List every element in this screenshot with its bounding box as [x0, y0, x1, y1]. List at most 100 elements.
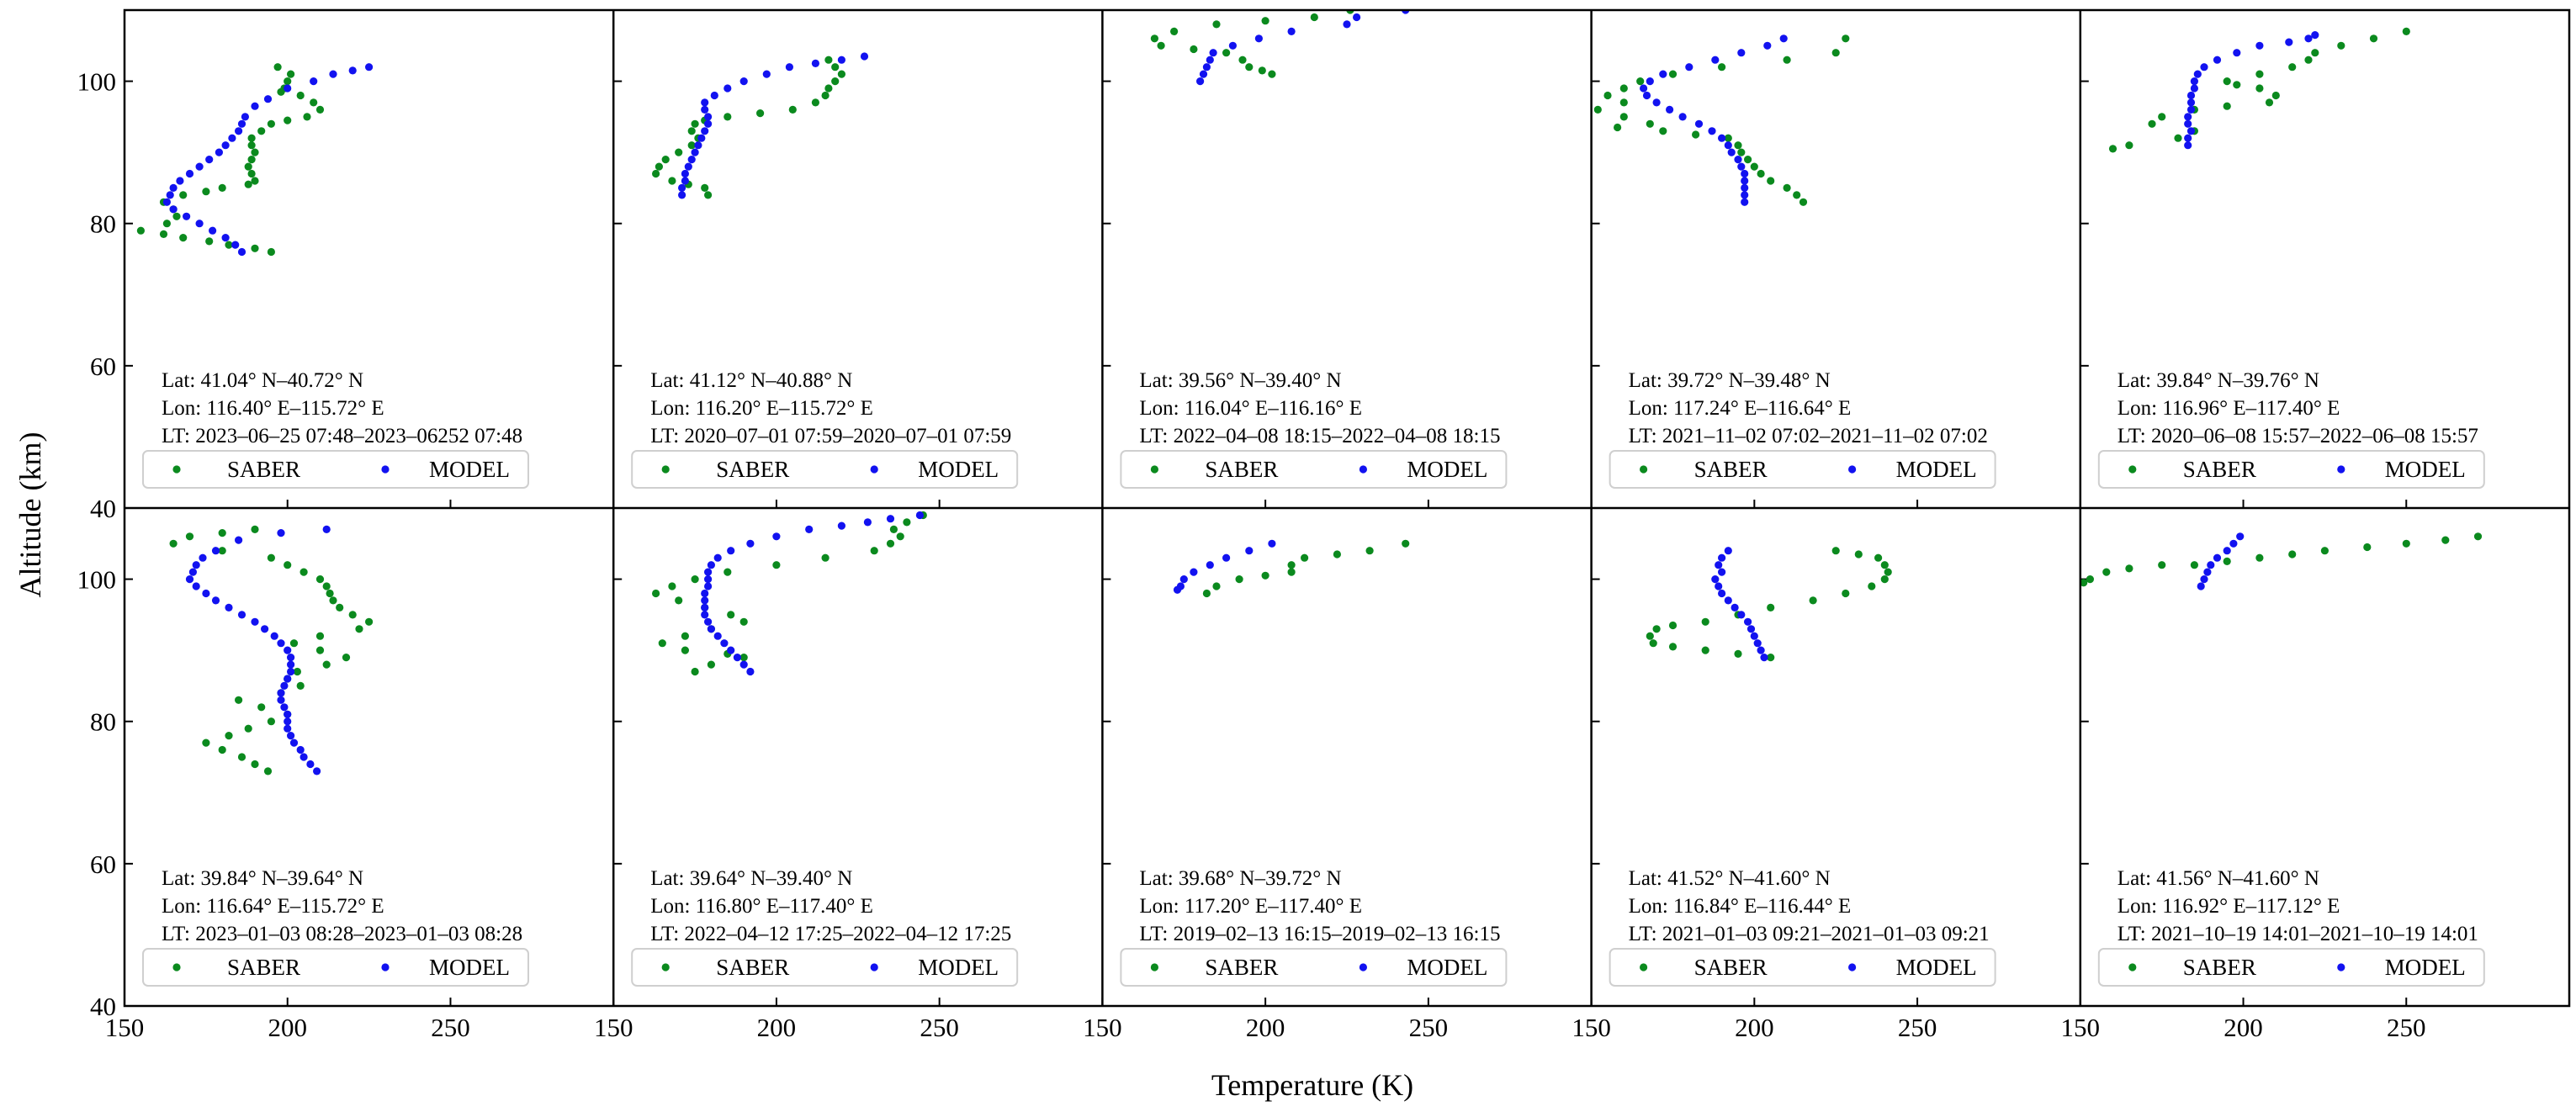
saber-point [1868, 582, 1876, 590]
saber-point [247, 141, 256, 150]
saber-point [218, 183, 226, 192]
saber-point [837, 70, 846, 78]
saber-point [365, 617, 374, 626]
model-point [237, 611, 246, 619]
saber-point [2255, 70, 2264, 78]
model-point [1179, 575, 1188, 584]
legend-label-model: MODEL [2385, 457, 2466, 482]
saber-point [1668, 643, 1678, 651]
model-point [1718, 134, 1726, 142]
saber-point [1287, 568, 1296, 576]
panel-4: Lat: 39.72° N–39.48° N Lon: 117.24° E–116… [1590, 34, 1996, 509]
saber-point [704, 191, 713, 199]
saber-point [1245, 63, 1254, 71]
x-tick-label: 200 [1735, 1013, 1774, 1042]
model-point [1753, 639, 1762, 648]
model-point [704, 582, 713, 590]
model-point [284, 84, 292, 93]
saber-point [2255, 84, 2264, 93]
saber-point [310, 98, 318, 107]
model-point [2184, 141, 2192, 150]
model-point [762, 70, 771, 78]
legend-label-saber: SABER [227, 955, 300, 980]
saber-point [1799, 198, 1808, 206]
info-line-3: LT: 2020–06–08 15:57–2022–06–08 15:57 [2118, 425, 2478, 447]
saber-point [296, 91, 305, 100]
legend-marker-model [2337, 963, 2345, 971]
saber-point [903, 518, 911, 527]
model-point [1666, 105, 1674, 114]
model-point [310, 77, 318, 86]
saber-point [1767, 177, 1775, 185]
saber-point [185, 532, 194, 541]
info-line-1: Lat: 41.04° N–40.72° N [162, 369, 363, 392]
model-point [195, 162, 204, 171]
model-point [1199, 70, 1208, 78]
series-model [2184, 31, 2319, 150]
saber-point [1692, 130, 1700, 139]
saber-point [267, 247, 275, 257]
model-point [202, 589, 210, 598]
saber-point [739, 617, 748, 626]
legend-label-model: MODEL [1407, 457, 1487, 482]
saber-point [1636, 77, 1645, 86]
data-points [136, 63, 374, 257]
legend-marker-saber [172, 465, 181, 474]
saber-point [218, 529, 226, 537]
model-point [176, 177, 184, 185]
legend-box [1120, 450, 1508, 489]
saber-point [289, 639, 299, 648]
model-point [231, 241, 240, 249]
model-point [733, 654, 742, 662]
series-saber [1202, 539, 1410, 598]
model-point [746, 539, 755, 548]
y-tick-label: 60 [90, 352, 116, 381]
saber-point [1701, 617, 1709, 626]
saber-point [788, 105, 797, 114]
saber-point [251, 177, 259, 185]
model-point [701, 127, 709, 135]
legend-marker-saber [1150, 963, 1158, 971]
saber-point [1737, 148, 1746, 156]
saber-point [1652, 625, 1661, 633]
legend-label-saber: SABER [1205, 457, 1278, 482]
series-model [701, 511, 924, 676]
series-model [1196, 10, 1410, 86]
model-point [1737, 162, 1746, 171]
model-point [1724, 596, 1732, 605]
legend: SABER MODEL [631, 450, 1019, 489]
legend-marker-model [1359, 963, 1367, 971]
legend-label-saber: SABER [2183, 955, 2256, 980]
saber-point [886, 539, 895, 548]
saber-point [2125, 564, 2133, 573]
saber-point [284, 116, 292, 124]
legend: SABER MODEL [1609, 948, 1996, 987]
saber-point [1668, 621, 1678, 630]
model-point [1741, 177, 1749, 185]
data-points [2108, 27, 2410, 153]
panel-2: Lat: 41.12° N–40.88° N Lon: 116.20° E–115… [612, 52, 1019, 509]
saber-point [1831, 547, 1840, 555]
model-point [225, 603, 233, 612]
model-point [2190, 84, 2198, 93]
saber-point [1668, 70, 1678, 78]
series-saber [2080, 532, 2483, 587]
x-tick-label: 150 [1083, 1013, 1122, 1042]
info-line-1: Lat: 39.56° N–39.40° N [1139, 369, 1341, 392]
legend-marker-model [1848, 465, 1857, 474]
model-point [306, 760, 315, 769]
saber-point [1793, 191, 1801, 199]
model-point [694, 141, 702, 150]
y-tick-label: 100 [77, 67, 117, 97]
legend: SABER MODEL [2097, 948, 2485, 987]
legend-marker-model [870, 963, 878, 971]
legend-marker-model [1359, 465, 1367, 474]
model-point [221, 234, 230, 242]
saber-point [322, 582, 331, 590]
model-point [678, 191, 686, 199]
saber-point [251, 760, 259, 769]
model-point [727, 646, 735, 654]
saber-point [652, 169, 660, 178]
model-point [1222, 553, 1231, 562]
x-tick-label: 250 [1898, 1013, 1937, 1042]
